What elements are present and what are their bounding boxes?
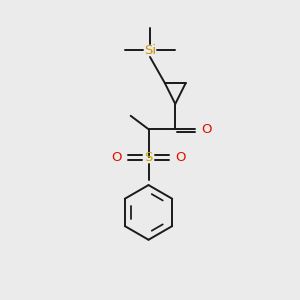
Text: Si: Si	[144, 44, 156, 57]
Text: S: S	[144, 151, 153, 164]
Text: O: O	[111, 151, 122, 164]
Text: O: O	[175, 151, 186, 164]
Text: O: O	[201, 123, 211, 136]
